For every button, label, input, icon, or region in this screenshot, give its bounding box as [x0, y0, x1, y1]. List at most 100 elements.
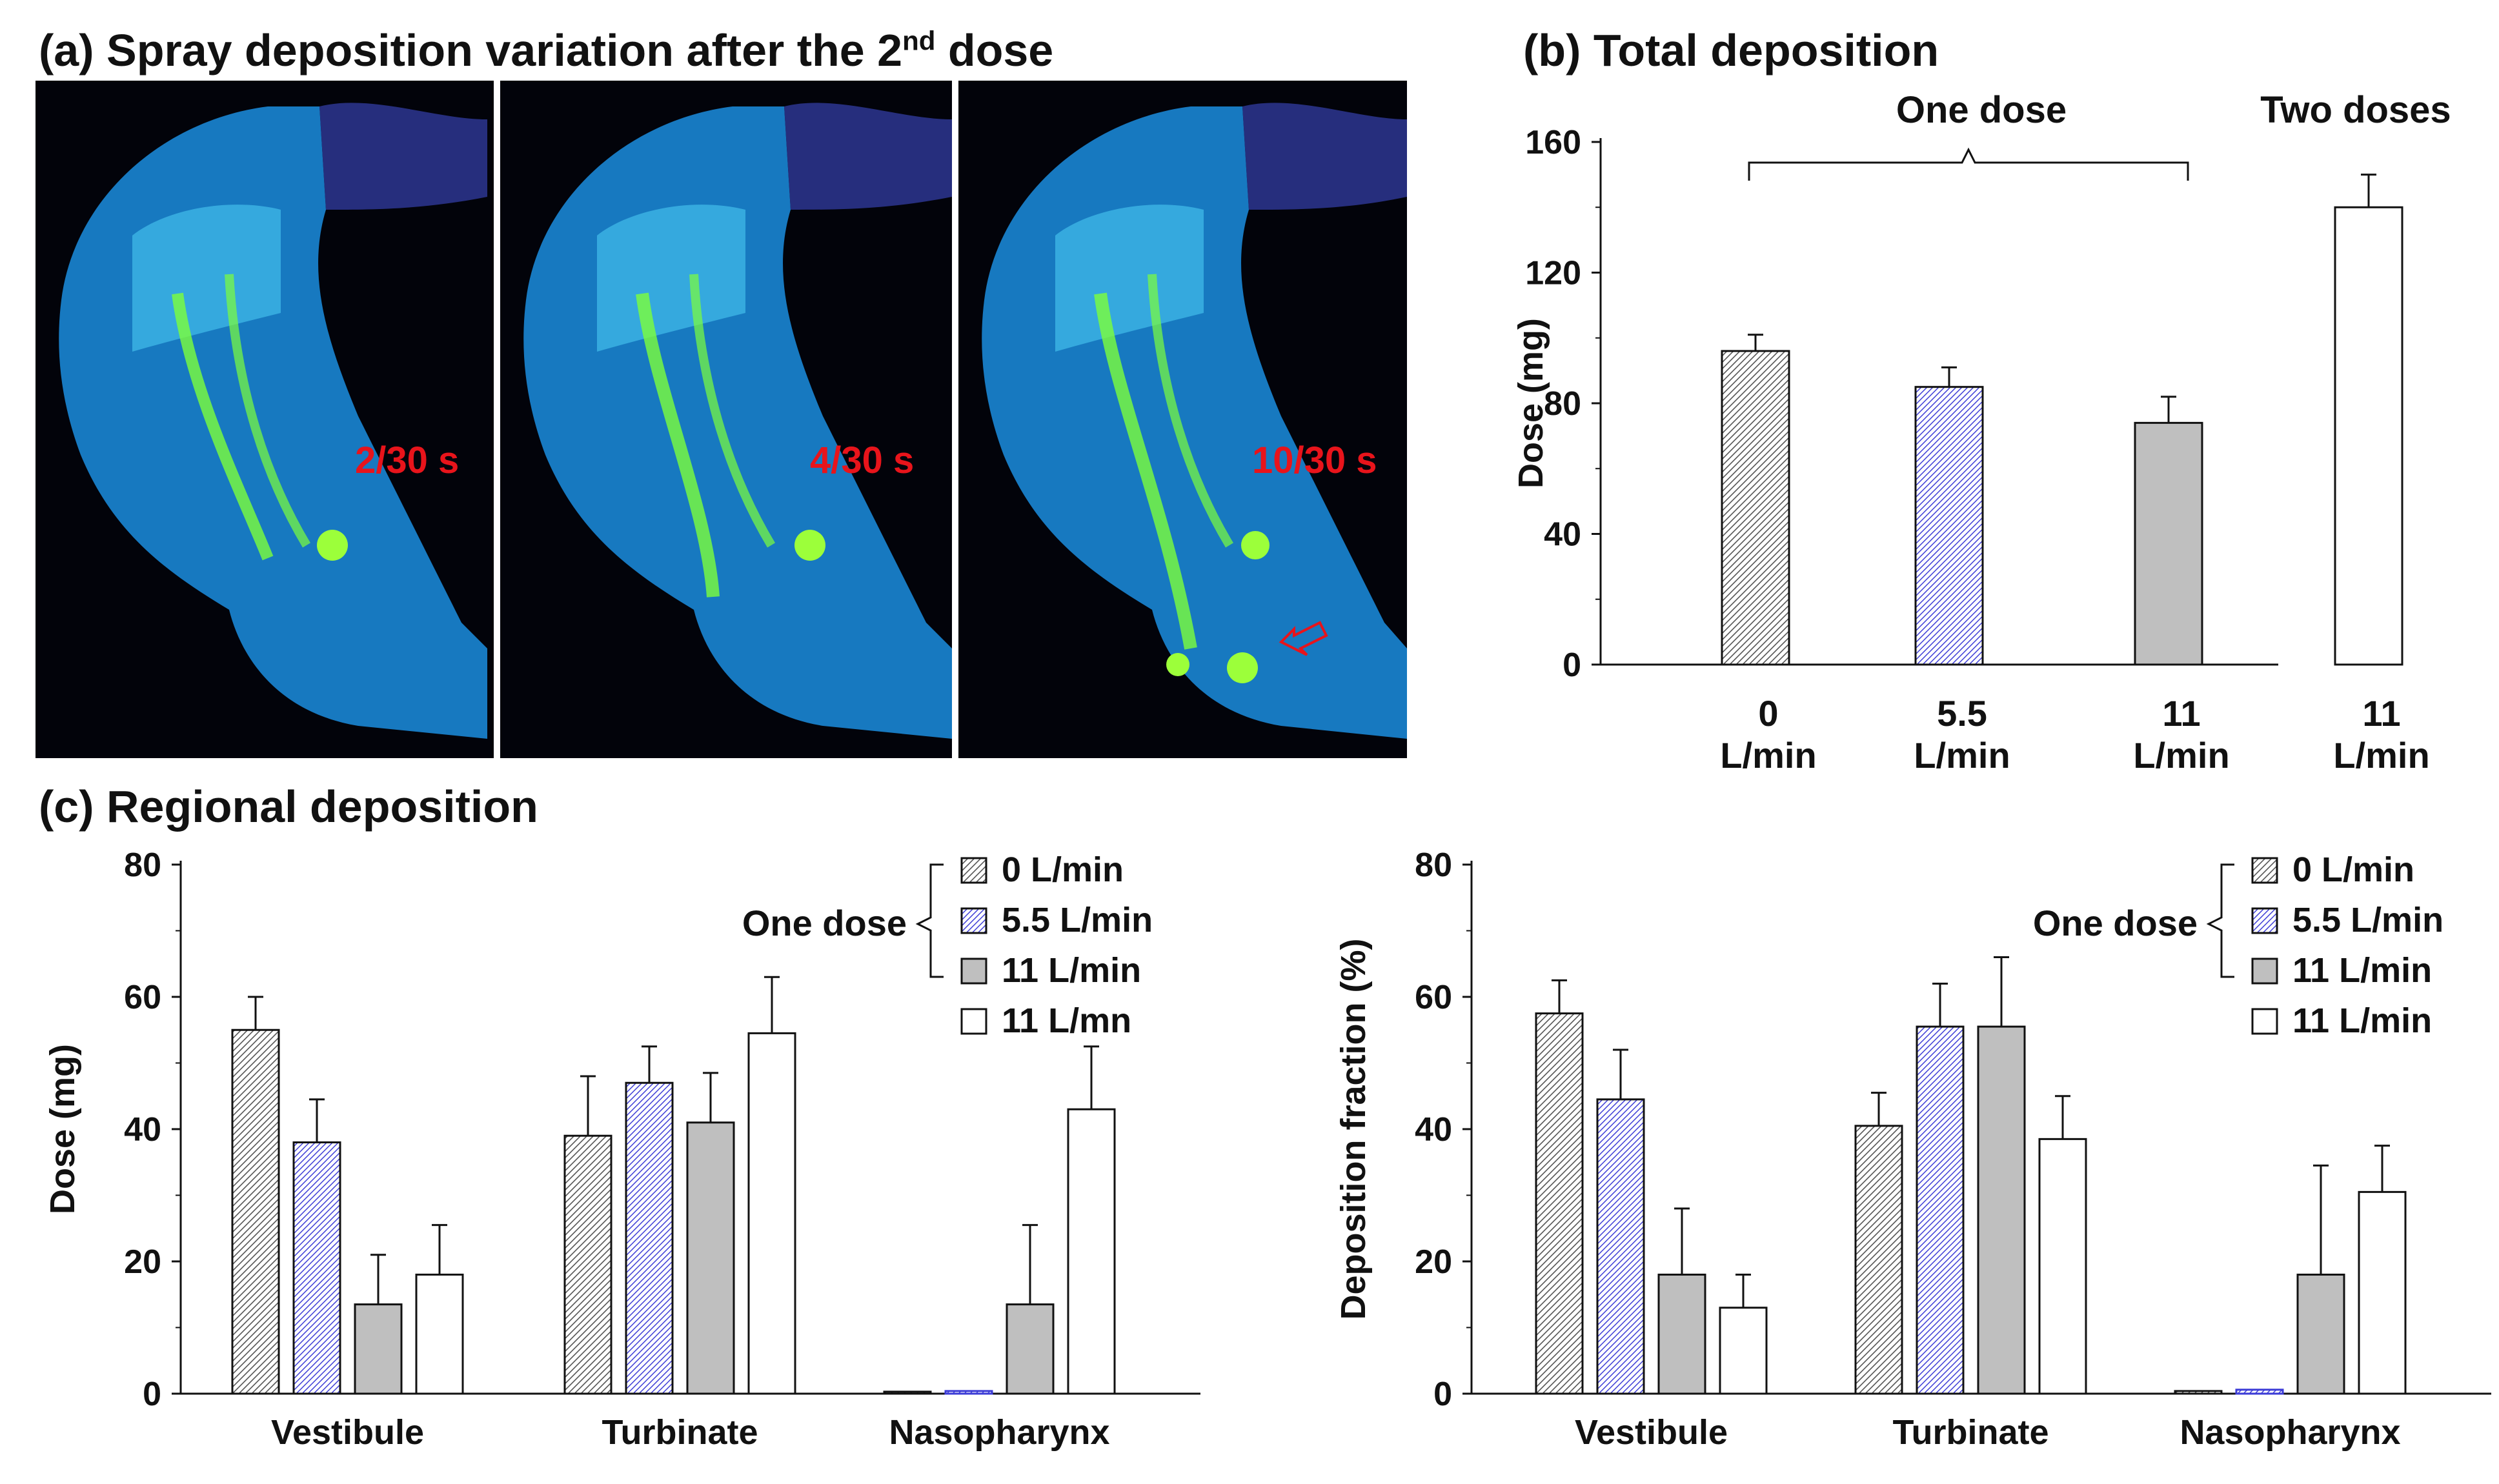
bar [1067, 1108, 1116, 1395]
bar [625, 1081, 674, 1395]
bar [292, 1141, 341, 1395]
bar [2358, 1190, 2407, 1395]
panel-a-title-end: dose [935, 25, 1054, 75]
y-axis-label: Dose (mg) [1512, 318, 1550, 488]
bar [354, 1303, 403, 1395]
legend-label: 5.5 L/min [2292, 901, 2443, 939]
x-tick-label: L/min [2133, 735, 2229, 776]
legend-swatch [2251, 1008, 2278, 1035]
bar [747, 1032, 796, 1395]
regional-fraction-chart: 0 20 40 60 80 Deposition fraction (%) Vestibul… [1334, 847, 2491, 1452]
legend-swatch [960, 857, 987, 884]
arrow-icon [1279, 621, 1328, 656]
photo-frame-1: 2/30 s [35, 81, 494, 758]
bar [1657, 1274, 1706, 1395]
x-tick-label: Nasopharynx [2180, 1413, 2400, 1452]
y-tick-label: 60 [1415, 979, 1452, 1016]
legend-swatch [960, 907, 987, 934]
y-tick-label: 40 [1415, 1111, 1452, 1148]
regional-dose-chart: 0 20 40 60 80 Dose (mg) Vestibule Turbinate Naso… [43, 847, 1200, 1452]
bar [944, 1390, 993, 1395]
bar [1721, 350, 1790, 666]
x-tick-label: 11 [2362, 693, 2400, 734]
photo-frame-3: 10/30 s [958, 81, 1407, 758]
nasal-cast-image-2 [523, 103, 952, 739]
legend-label: 5.5 L/min [1002, 901, 1153, 939]
legend-label: 11 L/min [2292, 951, 2432, 990]
y-tick-label: 160 [1525, 124, 1581, 161]
photo-frame-2: 4/30 s [500, 81, 952, 758]
legend-label: 11 L/min [1002, 951, 1141, 990]
bar [1977, 1025, 2026, 1395]
x-tick-label: Vestibule [271, 1413, 424, 1452]
x-tick-label: L/min [2333, 735, 2429, 776]
x-tick-label: L/min [1720, 735, 1816, 776]
legend-swatch [2251, 857, 2278, 884]
bar [1719, 1307, 1768, 1395]
legend-label: 11 L/mn [1002, 1001, 1131, 1040]
x-tick-label: Nasopharynx [889, 1413, 1109, 1452]
bar [415, 1274, 464, 1395]
bar [2334, 206, 2403, 666]
bar [1535, 1012, 1584, 1395]
legend-swatch [960, 1008, 987, 1035]
bar [2296, 1274, 2345, 1395]
legend-brace [915, 863, 944, 978]
y-tick-label: 40 [124, 1111, 161, 1148]
x-tick-label: Vestibule [1575, 1413, 1728, 1452]
panel-b-title: (b) Total deposition [1523, 25, 1939, 75]
y-tick-label: 60 [124, 979, 161, 1016]
bar [1916, 1025, 1965, 1395]
y-tick-label: 0 [143, 1376, 161, 1413]
y-tick-label: 0 [1433, 1376, 1452, 1413]
y-tick-label: 80 [124, 847, 161, 884]
bar [883, 1390, 932, 1395]
legend-label: 0 L/min [1002, 850, 1124, 889]
bar [1006, 1303, 1055, 1395]
bar [1914, 386, 1984, 666]
panel-a-title-superscript: nd [902, 25, 936, 56]
y-axis-label: Deposition fraction (%) [1334, 939, 1373, 1320]
legend-group-label: One dose [2033, 903, 2198, 943]
legend-swatch [2251, 907, 2278, 934]
nasal-cast-image-1 [59, 103, 487, 739]
bar [686, 1121, 735, 1395]
y-tick-label: 0 [1563, 647, 1581, 684]
bar [2174, 1390, 2223, 1395]
y-tick-label: 80 [1544, 385, 1581, 423]
x-tick-label: 0 [1758, 693, 1778, 734]
x-tick-label: Turbinate [1893, 1413, 2049, 1452]
nasal-cast-image-3 [982, 103, 1407, 739]
time-label-2: 4/30 s [810, 439, 915, 481]
legend-label: 0 L/min [2292, 850, 2414, 889]
y-tick-label: 40 [1544, 516, 1581, 554]
bar [1596, 1098, 1645, 1395]
one-dose-brace [1748, 147, 2189, 181]
y-tick-label: 20 [124, 1243, 161, 1281]
panel-a-title-main: (a) Spray deposition variation after the… [39, 25, 903, 75]
legend-group-label: One dose [742, 903, 907, 943]
y-tick-label: 120 [1525, 255, 1581, 292]
x-tick-label: 11 [2162, 693, 2200, 734]
panel-c-title: (c) Regional deposition [39, 781, 538, 832]
legend-label: 11 L/min [2292, 1001, 2432, 1040]
two-doses-label: Two doses [2260, 90, 2451, 131]
one-dose-label: One dose [1896, 90, 2067, 131]
y-axis-label: Dose (mg) [43, 1044, 82, 1214]
bar [2134, 421, 2203, 666]
y-tick-label: 80 [1415, 847, 1452, 884]
bar [563, 1134, 612, 1395]
bar [1854, 1125, 1903, 1395]
legend-swatch [960, 958, 987, 985]
x-tick-label: Turbinate [602, 1413, 758, 1452]
legend-brace [2206, 863, 2234, 978]
panel-a-title: (a) Spray deposition variation after the… [39, 25, 1053, 76]
legend-swatch [2251, 958, 2278, 985]
time-label-3: 10/30 s [1252, 439, 1377, 481]
y-tick-label: 20 [1415, 1243, 1452, 1281]
bar [2038, 1138, 2087, 1395]
bar [231, 1028, 280, 1395]
time-label-1: 2/30 s [355, 439, 460, 481]
bar [2235, 1389, 2284, 1395]
